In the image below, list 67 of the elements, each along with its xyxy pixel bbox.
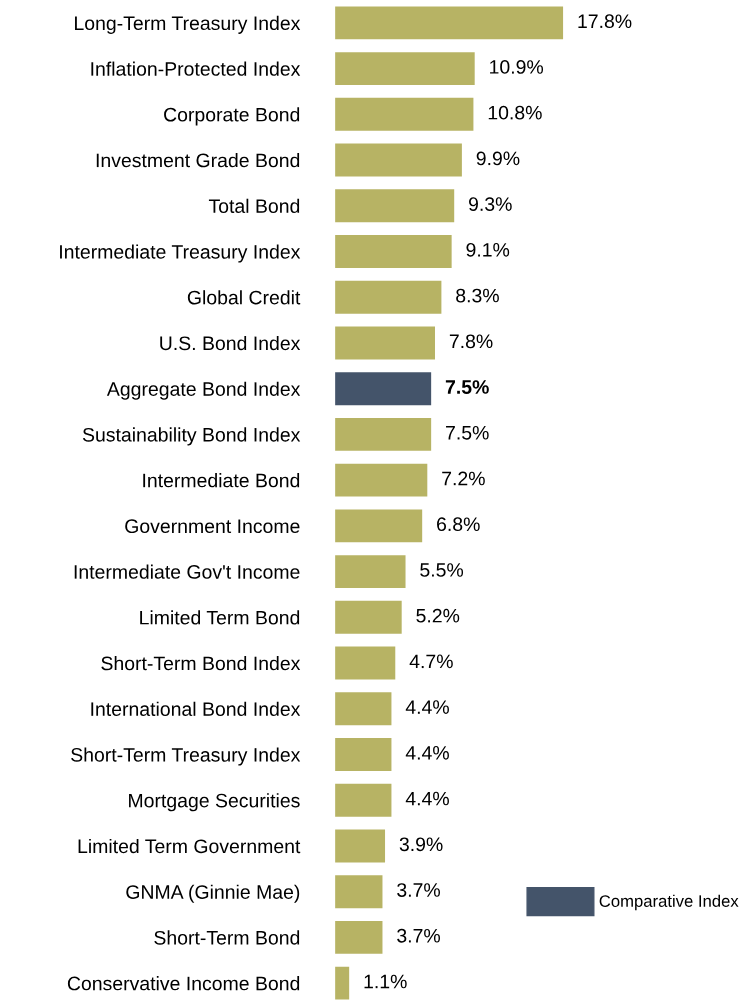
data-label: 6.8% [437, 517, 480, 532]
bar [335, 692, 392, 726]
y-tick-label: Short-Term Treasury Index [71, 747, 301, 766]
y-tick-label: Mortgage Securities [129, 793, 300, 812]
bar [335, 97, 474, 131]
y-tick-label: Corporate Bond [164, 107, 300, 126]
data-label: 5.2% [416, 608, 460, 623]
y-tick-label: GNMA (Ginnie Mae) [126, 884, 300, 903]
data-label: 4.4% [405, 791, 449, 806]
bar [335, 738, 392, 771]
data-label: 3.7% [397, 883, 440, 897]
data-label: 9.3% [469, 197, 512, 211]
bar [335, 326, 435, 360]
bar [335, 235, 452, 268]
data-label: 3.9% [399, 837, 443, 852]
y-tick-label: Aggregate Bond Index [106, 381, 301, 400]
y-tick-label: Government Income [125, 519, 300, 534]
bar [335, 6, 564, 40]
bar [335, 280, 442, 314]
data-label: 7.2% [442, 471, 485, 486]
y-tick-label: Short-Term Bond Index [101, 656, 301, 671]
data-label: 7.5% [446, 425, 489, 440]
data-label: 4.4% [405, 746, 449, 760]
bar [335, 600, 402, 634]
data-label: 3.7% [397, 928, 440, 943]
data-label: 17.8% [578, 14, 632, 29]
bar [335, 555, 406, 589]
data-label: 9.9% [476, 151, 520, 166]
y-tick-label: Global Credit [187, 290, 301, 305]
y-tick-label: Sustainability Bond Index [82, 427, 301, 446]
bar [335, 783, 392, 817]
y-tick-label: International Bond Index [91, 701, 301, 717]
data-label: 4.4% [405, 700, 449, 714]
data-label: 10.8% [488, 105, 542, 120]
data-label: 7.8% [449, 334, 493, 349]
bar [335, 966, 350, 1000]
bar [335, 829, 386, 863]
bar [335, 189, 455, 223]
y-tick-label: Limited Term Bond [140, 610, 300, 625]
data-label: 7.5% [445, 380, 489, 394]
legend-label: Comparative Index [599, 894, 739, 911]
y-tick-label: U.S. Bond Index [160, 335, 301, 351]
y-tick-label: Inflation-Protected Index [91, 61, 301, 76]
y-tick-label: Intermediate Treasury Index [60, 244, 301, 263]
bar [335, 52, 475, 86]
bar [335, 646, 396, 680]
y-tick-label: Limited Term Government [78, 838, 301, 854]
bar [335, 920, 383, 954]
y-tick-label: Intermediate Gov't Income [74, 564, 300, 579]
bar [335, 417, 432, 451]
y-tick-label: Long-Term Treasury Index [75, 15, 301, 34]
data-label: 9.1% [466, 242, 510, 257]
bar [335, 875, 383, 909]
bar [335, 509, 423, 543]
data-label: 8.3% [456, 288, 499, 303]
y-tick-label: Intermediate Bond [143, 473, 300, 488]
data-label: 1.1% [364, 974, 407, 989]
data-label: 5.5% [420, 563, 464, 577]
y-tick-label: Short-Term Bond [154, 930, 300, 945]
y-tick-label: Investment Grade Bond [96, 153, 300, 168]
y-tick-label: Total Bond [208, 198, 300, 214]
bar [335, 463, 428, 497]
bar [335, 372, 432, 406]
bar [335, 143, 462, 177]
data-label: 4.7% [409, 654, 453, 669]
y-tick-label: Conservative Income Bond [67, 976, 300, 991]
data-label: 10.9% [490, 60, 544, 74]
